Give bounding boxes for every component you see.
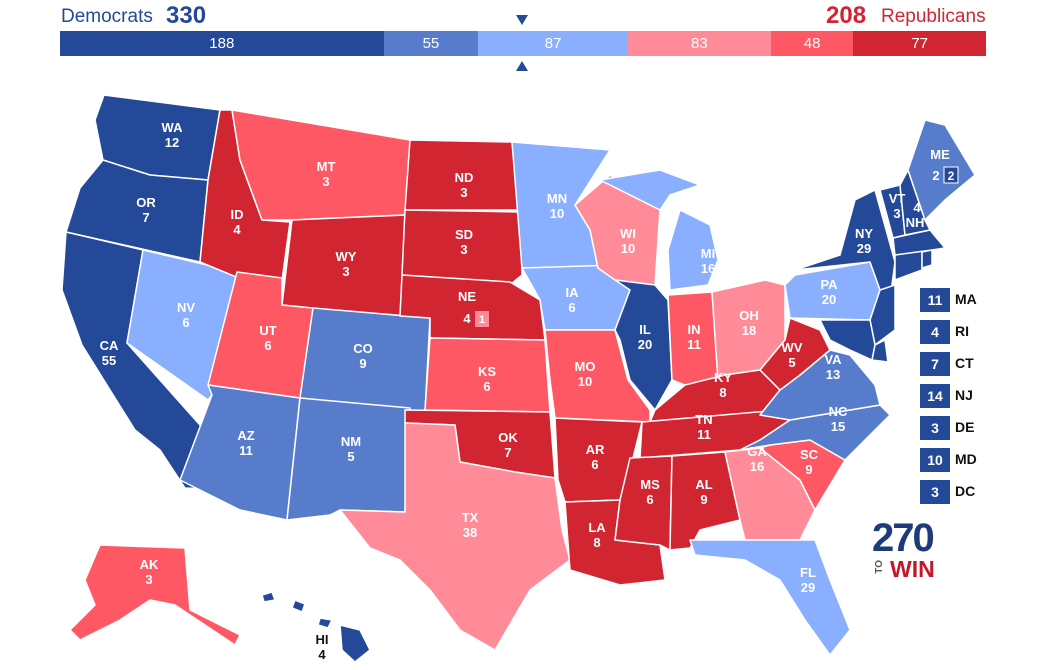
label-CA: CA 55 bbox=[100, 338, 119, 368]
label-TX: TX 38 bbox=[462, 510, 479, 540]
small-state-name: MA bbox=[955, 291, 977, 307]
small-state-ev[interactable]: 3 bbox=[920, 480, 950, 504]
republicans-label: Republicans bbox=[881, 6, 986, 27]
label-TN: TN 11 bbox=[695, 412, 712, 442]
small-state-ev[interactable]: 11 bbox=[920, 288, 950, 312]
label-HI: HI 4 bbox=[316, 632, 329, 662]
logo-to: TO bbox=[874, 560, 885, 574]
us-electoral-map: WA 12 OR 7 CA 55 NV 6 ID 4 MT 3 WY 3 UT 6 AZ 11 C… bbox=[61, 94, 976, 663]
label-WV: WV 5 bbox=[782, 340, 803, 370]
small-state-name: NJ bbox=[955, 387, 973, 403]
label-SD: SD 3 bbox=[455, 227, 473, 257]
state-TX[interactable] bbox=[339, 422, 571, 651]
label-GA: GA 16 bbox=[747, 444, 767, 474]
me-district-box[interactable] bbox=[943, 166, 959, 184]
state-DE[interactable] bbox=[871, 339, 889, 363]
label-ID: ID 4 bbox=[231, 207, 244, 237]
label-AL: AL 9 bbox=[695, 477, 712, 507]
state-ME[interactable] bbox=[907, 119, 976, 221]
logo-number: 270 bbox=[872, 516, 935, 560]
label-PA: PA 20 bbox=[820, 277, 838, 307]
label-OK: OK 7 bbox=[498, 430, 518, 460]
label-MS: MS 6 bbox=[640, 477, 660, 507]
small-state-ev[interactable]: 4 bbox=[920, 320, 950, 344]
small-state-name: MD bbox=[955, 451, 977, 467]
label-LA: LA 8 bbox=[588, 520, 606, 550]
label-NE-ev: 4 bbox=[463, 311, 471, 326]
state-AK[interactable] bbox=[69, 544, 241, 646]
small-state-ev[interactable]: 3 bbox=[920, 416, 950, 440]
small-state-ev[interactable]: 14 bbox=[920, 384, 950, 408]
label-AR: AR 6 bbox=[586, 442, 605, 472]
bar-segment-likely-dem[interactable]: 55 bbox=[383, 31, 479, 56]
small-state-name: DC bbox=[955, 483, 976, 499]
bar-segment-lean-rep[interactable]: 83 bbox=[627, 31, 771, 56]
label-KY: KY 8 bbox=[714, 370, 732, 400]
electoral-vote-bar: 188 55 87 83 48 77 bbox=[60, 31, 986, 56]
state-WV[interactable] bbox=[759, 317, 831, 391]
label-ME-district: 2 bbox=[948, 169, 955, 183]
state-NH[interactable] bbox=[899, 169, 931, 236]
state-MI[interactable] bbox=[599, 169, 719, 291]
label-MI: MI 16 bbox=[701, 246, 715, 276]
270towin-logo[interactable]: 270 TO WIN bbox=[872, 516, 944, 582]
state-HI[interactable] bbox=[261, 591, 371, 663]
label-NC: NC 15 bbox=[829, 404, 848, 434]
label-CO: CO 9 bbox=[353, 341, 373, 371]
label-MO: MO 10 bbox=[575, 359, 596, 389]
label-WI: WI 10 bbox=[620, 226, 636, 256]
state-IL[interactable] bbox=[614, 279, 673, 411]
label-UT: UT 6 bbox=[259, 323, 276, 353]
threshold-marker-down-icon bbox=[516, 15, 528, 25]
label-NM: NM 5 bbox=[341, 434, 361, 464]
label-KS: KS 6 bbox=[478, 364, 496, 394]
republicans-total: 208 bbox=[826, 2, 867, 29]
state-FL[interactable] bbox=[689, 539, 851, 656]
label-AK: AK 3 bbox=[140, 557, 159, 587]
democrats-label: Democrats bbox=[61, 6, 153, 27]
state-MO[interactable] bbox=[544, 329, 651, 423]
logo-win: WIN bbox=[890, 556, 935, 582]
small-state-ev[interactable]: 7 bbox=[920, 352, 950, 376]
bar-segment-lean-dem[interactable]: 87 bbox=[478, 31, 628, 56]
label-NH: NH bbox=[906, 215, 925, 230]
label-NY: NY 29 bbox=[855, 226, 873, 256]
state-SD[interactable] bbox=[401, 209, 523, 286]
label-NE-district: 1 bbox=[479, 314, 485, 326]
label-OR: OR 7 bbox=[136, 195, 156, 225]
label-NE: NE bbox=[458, 289, 476, 304]
label-ND: ND 3 bbox=[455, 170, 474, 200]
label-IA: IA 6 bbox=[566, 285, 580, 315]
small-state-ev[interactable]: 10 bbox=[920, 448, 950, 472]
state-RI[interactable] bbox=[921, 249, 933, 269]
label-VA: VA 13 bbox=[824, 352, 842, 382]
bar-segment-likely-rep[interactable]: 48 bbox=[770, 31, 854, 56]
label-MT: MT 3 bbox=[317, 159, 336, 189]
small-state-name: RI bbox=[955, 323, 969, 339]
label-IN: IN 11 bbox=[687, 322, 701, 352]
label-MN: MN 10 bbox=[547, 191, 567, 221]
label-FL: FL 29 bbox=[800, 565, 816, 595]
small-state-name: DE bbox=[955, 419, 975, 435]
label-NV: NV 6 bbox=[177, 300, 195, 330]
label-OH: OH 18 bbox=[739, 308, 759, 338]
state-NJ[interactable] bbox=[869, 284, 896, 346]
label-ME-ev: 2 bbox=[932, 168, 939, 183]
label-VT: VT 3 bbox=[889, 191, 906, 221]
state-NC[interactable] bbox=[739, 404, 891, 461]
label-WA: WA 12 bbox=[162, 120, 184, 150]
bar-segment-safe-rep[interactable]: 77 bbox=[853, 31, 986, 56]
label-NH-ev: 4 bbox=[913, 200, 921, 215]
bar-segment-safe-dem[interactable]: 188 bbox=[60, 31, 384, 56]
label-WY: WY 3 bbox=[336, 249, 357, 279]
ne-district-box[interactable] bbox=[475, 311, 489, 327]
label-AZ: AZ 11 bbox=[237, 428, 254, 458]
label-SC: SC 9 bbox=[800, 447, 819, 477]
label-IL: IL 20 bbox=[638, 322, 652, 352]
threshold-marker-up-icon bbox=[516, 61, 528, 71]
democrats-total: 330 bbox=[166, 2, 207, 29]
label-ME: ME bbox=[930, 147, 950, 162]
small-state-name: CT bbox=[955, 355, 974, 371]
